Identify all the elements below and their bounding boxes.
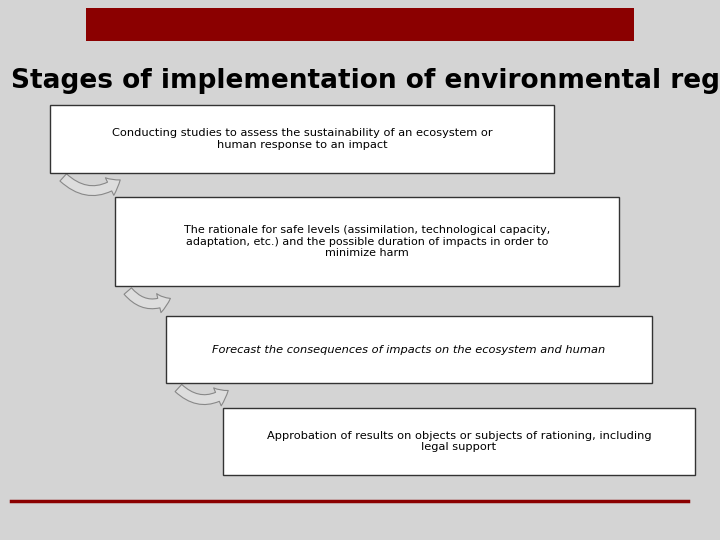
FancyArrowPatch shape <box>124 288 171 313</box>
FancyArrowPatch shape <box>60 174 120 195</box>
Text: Stages of implementation of environmental regulation: Stages of implementation of environmenta… <box>11 68 720 93</box>
FancyBboxPatch shape <box>115 197 619 286</box>
Text: Approbation of results on objects or subjects of rationing, including
legal supp: Approbation of results on objects or sub… <box>266 431 652 453</box>
FancyBboxPatch shape <box>50 105 554 173</box>
Text: The rationale for safe levels (assimilation, technological capacity,
adaptation,: The rationale for safe levels (assimilat… <box>184 225 550 258</box>
Text: Forecast the consequences of impacts on the ecosystem and human: Forecast the consequences of impacts on … <box>212 345 606 355</box>
FancyBboxPatch shape <box>86 8 634 40</box>
FancyBboxPatch shape <box>166 316 652 383</box>
FancyBboxPatch shape <box>223 408 695 475</box>
Text: Conducting studies to assess the sustainability of an ecosystem or
human respons: Conducting studies to assess the sustain… <box>112 128 492 150</box>
FancyArrowPatch shape <box>175 384 228 406</box>
